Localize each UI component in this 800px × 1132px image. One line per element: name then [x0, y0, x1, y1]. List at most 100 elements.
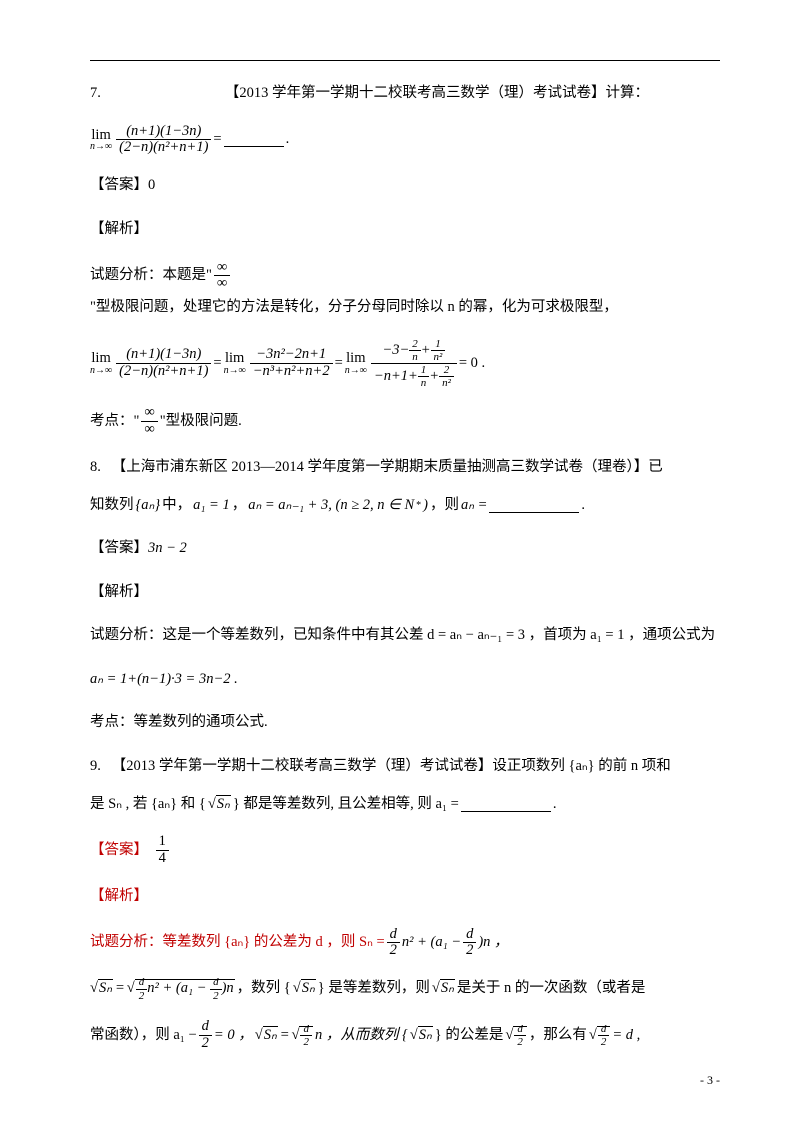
frac-den: −n³+n²+n+2: [250, 364, 333, 380]
q7-expression: lim n→∞ (n+1)(1−3n) (2−n)(n²+n+1) = .: [90, 124, 720, 157]
q9-number: 9.: [90, 758, 101, 774]
q7-kaodian: 考点：" ∞ ∞ "型极限问题.: [90, 405, 720, 438]
t: n ，从而数列 {: [315, 1022, 408, 1050]
sqrt-sn-5: Sₙ: [255, 1022, 278, 1050]
q9-analysis-1: 试题分析：等差数列 {aₙ} 的公差为 d ，则 Sₙ = d2 n² + (a…: [90, 927, 720, 960]
answer-blank: [461, 797, 551, 812]
answer-label: 【答案】: [90, 837, 148, 865]
a1: a₁ = 1: [193, 492, 230, 520]
t: n: [418, 377, 430, 389]
t: ，: [232, 492, 247, 520]
t: +: [421, 342, 431, 358]
t: 1: [431, 338, 446, 351]
q8-analysis: 试题分析：这是一个等差数列，已知条件中有其公差 d = aₙ − aₙ₋₁ = …: [90, 622, 720, 650]
inf-frac-2: ∞ ∞: [141, 405, 157, 438]
q7-analysis-1: 试题分析：本题是" ∞ ∞ "型极限问题，处理它的方法是转化，分子分母同时除以 …: [90, 260, 720, 322]
lim-sub: n→∞: [90, 142, 112, 152]
q7-main-frac: (n+1)(1−3n) (2−n)(n²+n+1): [116, 124, 211, 157]
page-number: - 3 -: [700, 1069, 720, 1092]
lim-text: lim: [90, 128, 112, 143]
t: } 都是等差数列, 且公差相等, 则 a₁ =: [233, 791, 459, 819]
sqrt-d2-2: d2: [505, 1022, 526, 1050]
kaodian-prefix: 考点：": [90, 408, 139, 436]
sqrt-expr: d2n² + (a₁ − d2)n: [127, 975, 235, 1003]
t: ，数列 {: [237, 975, 291, 1003]
q8-answer: 【答案】3n − 2: [90, 535, 720, 563]
radicand: Sₙ: [440, 979, 455, 996]
t: 2: [409, 338, 421, 351]
t: −3−: [382, 342, 409, 358]
q7-source: 【2013 学年第一学期十二校联考高三数学（理）考试试卷】计算：: [225, 80, 649, 108]
radicand: Sₙ: [98, 979, 113, 996]
q9-answer: 【答案】 1 4: [90, 834, 720, 867]
step3-frac: −3−2n+1n² −n+1+1n+2n²: [371, 338, 457, 389]
q7-parse-label: 【解析】: [90, 216, 720, 244]
q9-header: 9. 【2013 学年第一学期十二校联考高三数学（理）考试试卷】设正项数列 {a…: [90, 753, 720, 781]
answer-blank: [224, 133, 284, 148]
kaodian: 考点：等差数列的通项公式.: [90, 714, 268, 730]
t: d: [387, 927, 400, 944]
sqrt-sn-2: Sₙ: [90, 975, 113, 1003]
t: 2: [514, 1036, 526, 1048]
radicand: Sₙ: [301, 979, 316, 996]
equals: =: [213, 126, 221, 154]
t: −n+1+: [374, 368, 418, 384]
t: 知数列: [90, 492, 134, 520]
t: )n ，: [478, 929, 508, 957]
answer-label: 【答案】: [90, 540, 148, 556]
t: n: [409, 351, 421, 363]
lim-sub: n→∞: [224, 366, 246, 376]
q7-answer: 【答案】0: [90, 172, 720, 200]
t: =: [280, 1022, 290, 1050]
q7-equation: lim n→∞ (n+1)(1−3n) (2−n)(n²+n+1) = lim …: [90, 338, 720, 389]
answer-blank: [489, 498, 579, 513]
parse-label: 【解析】: [90, 584, 148, 600]
q9-line2: 是 Sₙ , 若 {aₙ} 和 { Sₙ } 都是等差数列, 且公差相等, 则 …: [90, 791, 720, 819]
t: 是 Sₙ , 若 {aₙ} 和 {: [90, 791, 206, 819]
answer-label: 【答案】: [90, 177, 148, 193]
answer-frac: 1 4: [156, 834, 169, 867]
period: .: [581, 492, 585, 520]
t: ，则: [430, 492, 459, 520]
t: d: [136, 976, 148, 989]
step1-frac: (n+1)(1−3n) (2−n)(n²+n+1): [116, 347, 211, 380]
frac-num: (n+1)(1−3n): [116, 347, 211, 364]
frac-den: (2−n)(n²+n+1): [116, 364, 211, 380]
sqrt-d2: d2: [292, 1022, 313, 1050]
lim-sub: n→∞: [90, 366, 112, 376]
t: 2: [199, 1036, 212, 1052]
q8-number: 8.: [90, 459, 101, 475]
t: 2: [598, 1036, 610, 1048]
t: d: [514, 1023, 526, 1036]
recurrence: aₙ = aₙ₋₁ + 3, (n ≥ 2, n ∈ N: [248, 492, 414, 520]
period: .: [553, 791, 557, 819]
limit-symbol-3: lim n→∞: [224, 351, 246, 376]
q8-header: 8. 【上海市浦东新区 2013—2014 学年度第一学期期末质量抽测高三数学试…: [90, 454, 720, 482]
frac-den: (2−n)(n²+n+1): [116, 140, 211, 156]
sqrt-d2-3: d2: [589, 1022, 610, 1050]
lim-text: lim: [90, 351, 112, 366]
t: ，那么有: [529, 1022, 587, 1050]
frac-num: −3n²−2n+1: [250, 347, 333, 364]
t: d: [300, 1023, 312, 1036]
q9-line5: 常函数），则 a₁ − d2 = 0 ， Sₙ = d2 n ，从而数列 { S…: [90, 1019, 720, 1052]
t: n² + (a₁ −: [147, 980, 210, 996]
sqrt-sn: Sₙ: [208, 791, 231, 819]
period: .: [286, 126, 290, 154]
t: +: [429, 368, 439, 384]
t: d: [463, 927, 476, 944]
limit-symbol-2: lim n→∞: [90, 351, 112, 376]
sqrt-sn-3: Sₙ: [293, 975, 316, 1003]
t: = 0 ，: [214, 1022, 253, 1050]
parse-label: 【解析】: [90, 888, 148, 904]
step2-frac: −3n²−2n+1 −n³+n²+n+2: [250, 347, 333, 380]
t: n²: [439, 377, 454, 389]
t: 常函数），则 a₁ −: [90, 1022, 197, 1050]
t: d: [199, 1019, 212, 1036]
inf-d: ∞: [141, 422, 157, 438]
frac-num: 1: [156, 834, 169, 851]
t: 2: [136, 990, 148, 1002]
t: 中，: [162, 492, 191, 520]
t: 2: [210, 990, 222, 1002]
sqrt-sn-6: Sₙ: [410, 1022, 433, 1050]
